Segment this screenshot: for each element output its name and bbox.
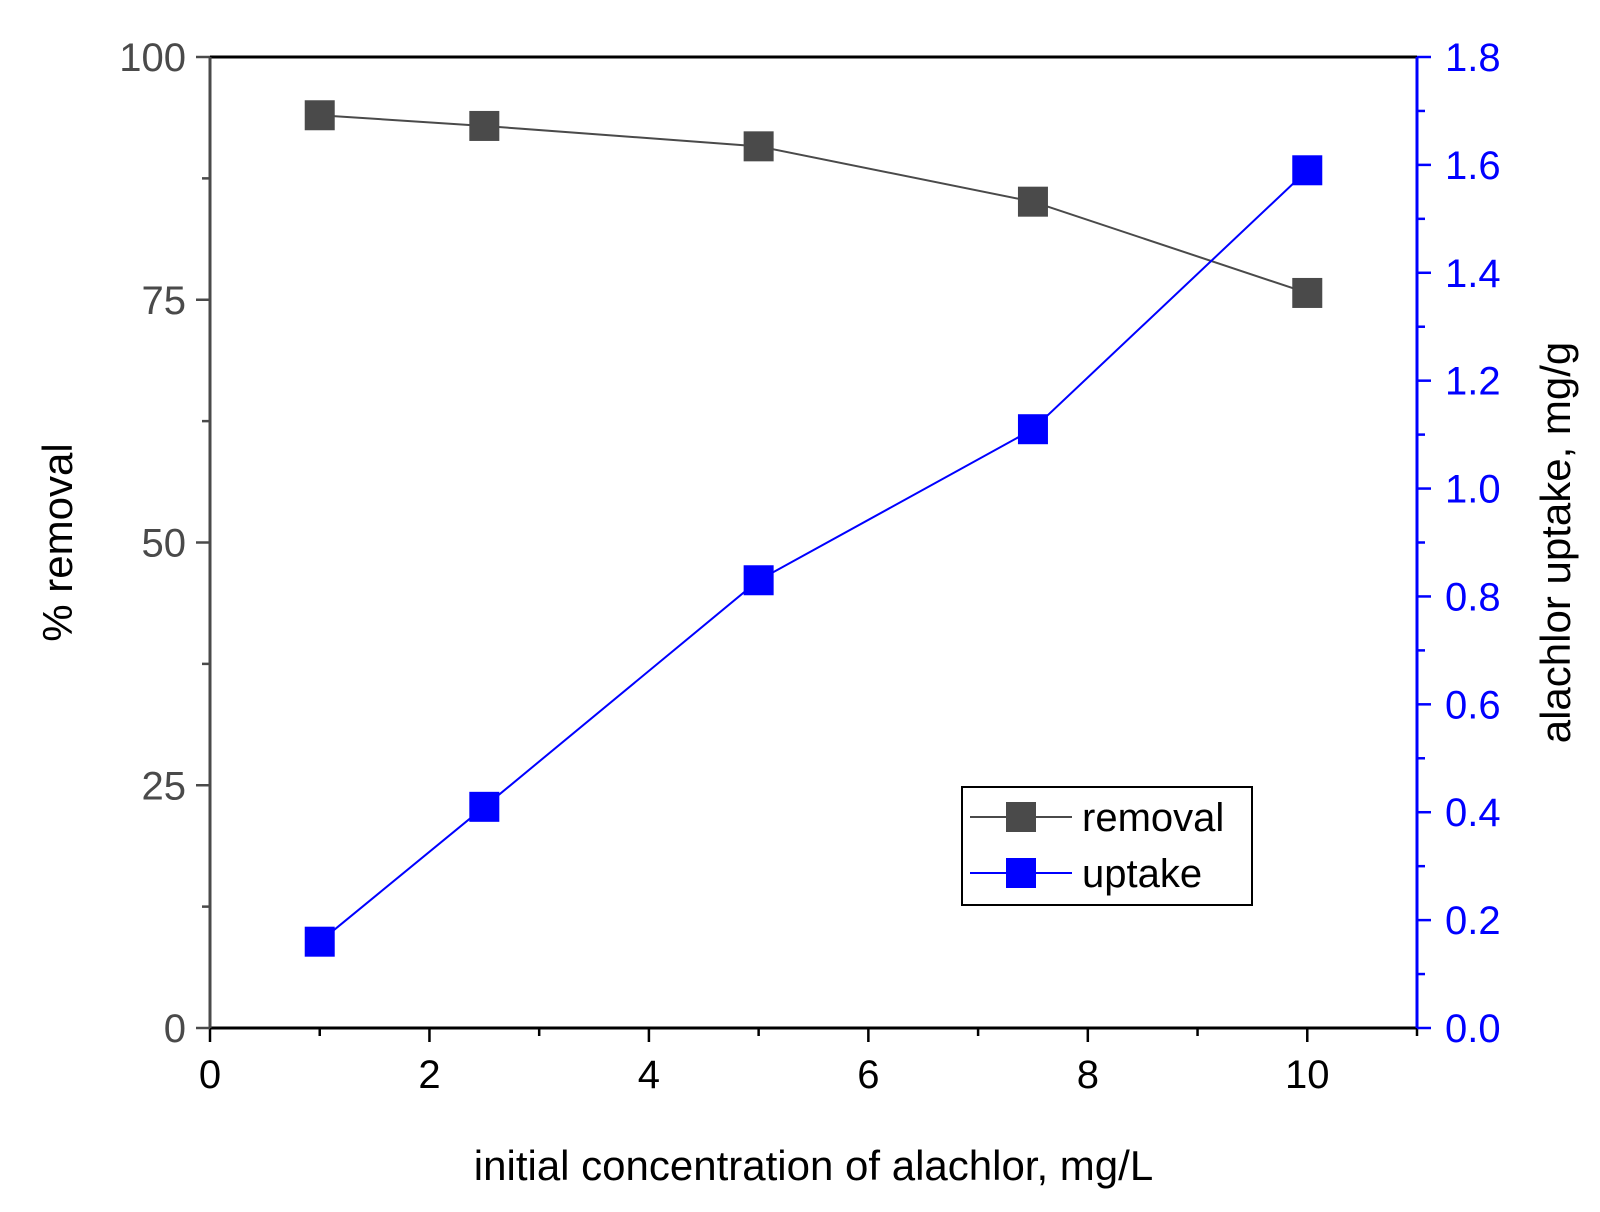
legend: removal uptake	[961, 786, 1253, 906]
y-right-tick-label: 0.8	[1445, 575, 1501, 619]
uptake-point	[469, 791, 500, 822]
y-left-axis-title: % removal	[34, 443, 81, 641]
uptake-point	[743, 565, 774, 596]
y-right-tick-label: 1.4	[1445, 252, 1501, 296]
legend-label: uptake	[1082, 852, 1202, 896]
legend-label: removal	[1082, 796, 1224, 840]
uptake-point	[1292, 155, 1323, 186]
uptake-point	[304, 926, 335, 957]
y-left-tick-label: 25	[142, 764, 187, 808]
y-right-axis-title: alachlor uptake, mg/g	[1532, 342, 1579, 744]
removal-line	[319, 114, 1308, 294]
y-right-tick-label: 1.2	[1445, 360, 1501, 404]
y-left-tick-label: 0	[164, 1007, 186, 1051]
x-tick-label: 8	[1077, 1053, 1099, 1097]
removal-point	[1017, 186, 1048, 217]
removal-point	[1292, 277, 1323, 308]
y-left-tick-label: 100	[119, 36, 186, 80]
y-left-tick-label: 75	[142, 279, 187, 323]
y-right-tick-label: 1.0	[1445, 468, 1501, 512]
series-uptake	[304, 155, 1323, 957]
x-tick-label: 2	[418, 1053, 440, 1097]
y-right-tick-label: 0.6	[1445, 683, 1501, 727]
y-right-tick-label: 0.2	[1445, 899, 1501, 943]
axes-group: 0 2 4 6 8 1002550751000.00.20.40.60.81.01.21.…	[119, 36, 1500, 1097]
legend-swatch-marker	[1006, 802, 1036, 832]
y-right-tick-label: 0.4	[1445, 791, 1501, 835]
removal-point	[304, 100, 335, 131]
y-left-tick-label: 50	[142, 522, 187, 566]
uptake-point	[1017, 414, 1048, 445]
y-right-tick-label: 1.6	[1445, 144, 1501, 188]
y-right-tick-label: 0.0	[1445, 1007, 1501, 1051]
series-removal	[304, 100, 1323, 308]
removal-point	[469, 110, 500, 141]
series-group	[304, 100, 1323, 957]
x-tick-label: 0	[199, 1053, 221, 1097]
x-axis-title: initial concentration of alachlor, mg/L	[474, 1142, 1153, 1189]
y-right-tick-label: 1.8	[1445, 36, 1501, 80]
x-tick-label: 10	[1285, 1053, 1330, 1097]
x-tick-label: 4	[638, 1053, 660, 1097]
removal-point	[743, 131, 774, 162]
x-tick-label: 6	[857, 1053, 879, 1097]
legend-swatch-marker	[1006, 858, 1036, 888]
